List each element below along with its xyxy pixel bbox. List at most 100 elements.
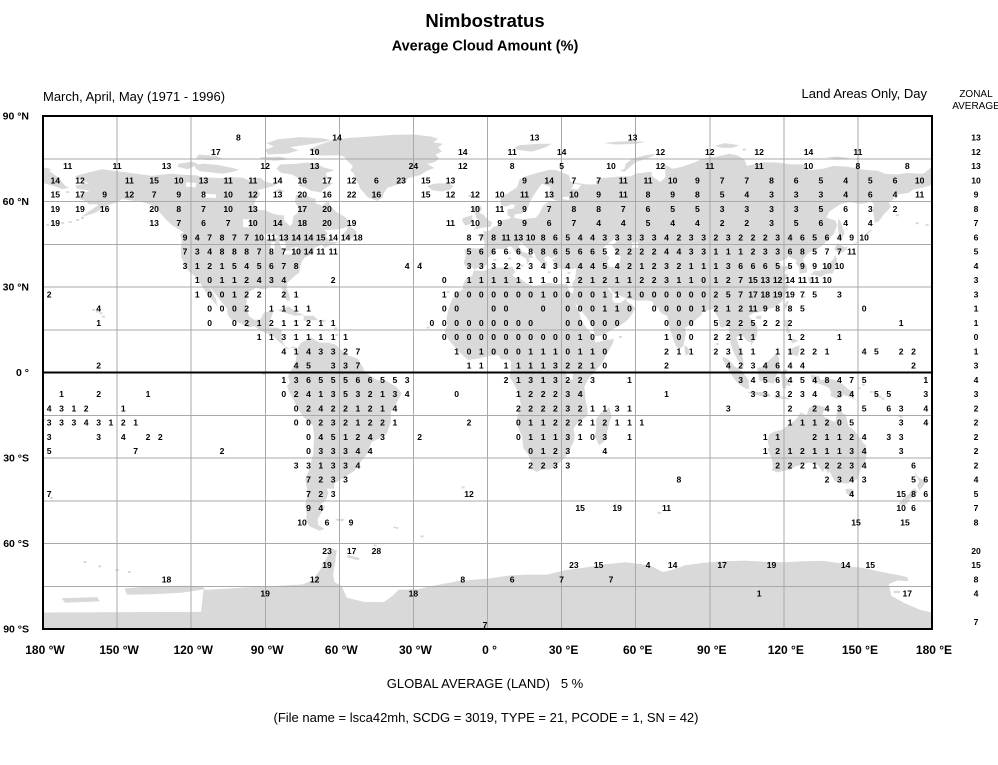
svg-text:2: 2	[602, 418, 607, 428]
svg-text:16: 16	[298, 175, 308, 185]
svg-text:1: 1	[331, 332, 336, 342]
svg-text:10: 10	[254, 232, 264, 242]
svg-text:5: 5	[343, 375, 348, 385]
svg-text:4: 4	[405, 389, 410, 399]
svg-text:1: 1	[701, 261, 706, 271]
svg-text:6: 6	[775, 375, 780, 385]
svg-text:4: 4	[578, 389, 583, 399]
svg-text:3: 3	[652, 232, 657, 242]
svg-text:11: 11	[501, 232, 510, 242]
svg-text:3: 3	[565, 432, 570, 442]
svg-text:1: 1	[899, 318, 904, 328]
svg-text:6: 6	[825, 232, 830, 242]
svg-text:10: 10	[310, 147, 320, 157]
svg-text:5: 5	[232, 261, 237, 271]
svg-text:11: 11	[248, 175, 257, 185]
svg-text:4: 4	[974, 475, 979, 485]
svg-text:4: 4	[923, 418, 928, 428]
svg-text:8: 8	[974, 574, 979, 584]
svg-text:5: 5	[812, 247, 817, 257]
svg-text:19: 19	[75, 204, 85, 214]
svg-text:23: 23	[322, 546, 332, 556]
svg-text:6: 6	[368, 375, 373, 385]
svg-text:4: 4	[862, 346, 867, 356]
svg-text:16: 16	[322, 190, 332, 200]
svg-text:0: 0	[454, 304, 459, 314]
svg-text:3: 3	[269, 275, 274, 285]
svg-text:Land Areas Only, Day: Land Areas Only, Day	[802, 86, 928, 101]
svg-text:1: 1	[356, 403, 361, 413]
svg-text:2: 2	[343, 418, 348, 428]
svg-text:0: 0	[220, 304, 225, 314]
svg-text:5: 5	[565, 247, 570, 257]
svg-text:14: 14	[304, 247, 314, 257]
svg-text:2: 2	[417, 432, 422, 442]
svg-text:2: 2	[565, 361, 570, 371]
svg-text:1: 1	[528, 346, 533, 356]
svg-text:2: 2	[726, 318, 731, 328]
svg-text:5: 5	[819, 204, 824, 214]
svg-text:2: 2	[504, 261, 509, 271]
svg-text:1: 1	[528, 418, 533, 428]
svg-text:3: 3	[195, 247, 200, 257]
svg-text:7: 7	[183, 247, 188, 257]
svg-text:0: 0	[491, 289, 496, 299]
svg-text:2: 2	[738, 232, 743, 242]
svg-text:11: 11	[267, 232, 276, 242]
svg-text:12: 12	[75, 175, 85, 185]
svg-text:8: 8	[491, 232, 496, 242]
svg-text:9: 9	[596, 190, 601, 200]
svg-text:6: 6	[923, 475, 928, 485]
svg-text:0: 0	[430, 318, 435, 328]
svg-text:0: 0	[565, 332, 570, 342]
svg-text:6: 6	[325, 517, 330, 527]
svg-text:10: 10	[174, 175, 184, 185]
svg-text:4: 4	[565, 261, 570, 271]
svg-text:3: 3	[294, 460, 299, 470]
svg-text:12: 12	[125, 190, 135, 200]
svg-text:5: 5	[714, 318, 719, 328]
svg-text:4: 4	[893, 190, 898, 200]
svg-text:2: 2	[775, 446, 780, 456]
svg-text:2: 2	[714, 346, 719, 356]
svg-text:5: 5	[751, 318, 756, 328]
svg-text:13: 13	[514, 232, 524, 242]
svg-text:1: 1	[974, 318, 979, 328]
svg-text:2: 2	[825, 475, 830, 485]
svg-text:0: 0	[974, 332, 979, 342]
svg-text:9: 9	[102, 190, 107, 200]
svg-text:8: 8	[769, 175, 774, 185]
svg-text:5: 5	[257, 261, 262, 271]
svg-text:11: 11	[643, 175, 652, 185]
svg-text:5: 5	[602, 247, 607, 257]
svg-text:0: 0	[467, 332, 472, 342]
svg-text:2: 2	[849, 432, 854, 442]
svg-text:2: 2	[788, 460, 793, 470]
svg-text:14: 14	[804, 147, 814, 157]
svg-text:9: 9	[522, 204, 527, 214]
svg-text:11: 11	[853, 147, 862, 157]
svg-text:0: 0	[565, 318, 570, 328]
svg-text:1: 1	[232, 275, 237, 285]
svg-text:4: 4	[695, 218, 700, 228]
svg-text:19: 19	[51, 218, 61, 228]
svg-text:5: 5	[670, 204, 675, 214]
svg-text:10: 10	[495, 190, 505, 200]
svg-text:13: 13	[761, 275, 771, 285]
svg-text:2: 2	[652, 261, 657, 271]
svg-text:3: 3	[689, 232, 694, 242]
svg-text:10: 10	[470, 218, 480, 228]
svg-text:0: 0	[207, 275, 212, 285]
svg-text:0: 0	[578, 318, 583, 328]
svg-text:4: 4	[356, 460, 361, 470]
svg-text:7: 7	[152, 190, 157, 200]
svg-text:3: 3	[59, 418, 64, 428]
svg-text:2: 2	[726, 275, 731, 285]
svg-text:4: 4	[318, 432, 323, 442]
svg-text:2: 2	[528, 460, 533, 470]
svg-text:0: 0	[281, 389, 286, 399]
svg-text:2: 2	[911, 346, 916, 356]
svg-text:1: 1	[627, 432, 632, 442]
svg-text:150 °E: 150 °E	[842, 643, 878, 657]
svg-text:4: 4	[670, 218, 675, 228]
